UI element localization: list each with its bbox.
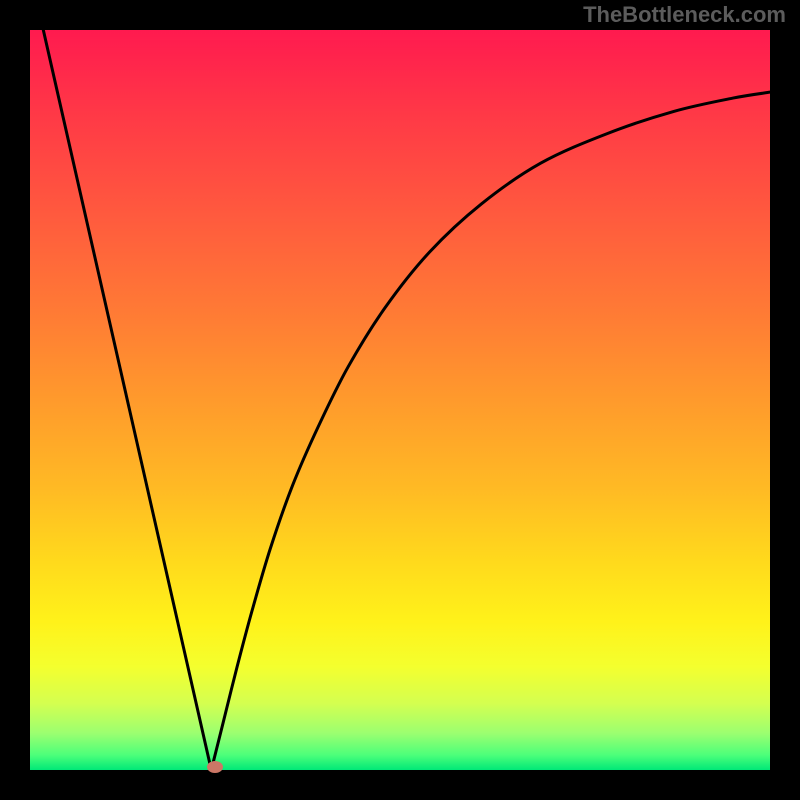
watermark-text: TheBottleneck.com: [583, 2, 786, 28]
plot-area: [30, 30, 770, 770]
minimum-marker: [207, 761, 223, 773]
bottleneck-curve: [30, 30, 770, 770]
chart-container: TheBottleneck.com: [0, 0, 800, 800]
curve-path: [43, 30, 770, 770]
